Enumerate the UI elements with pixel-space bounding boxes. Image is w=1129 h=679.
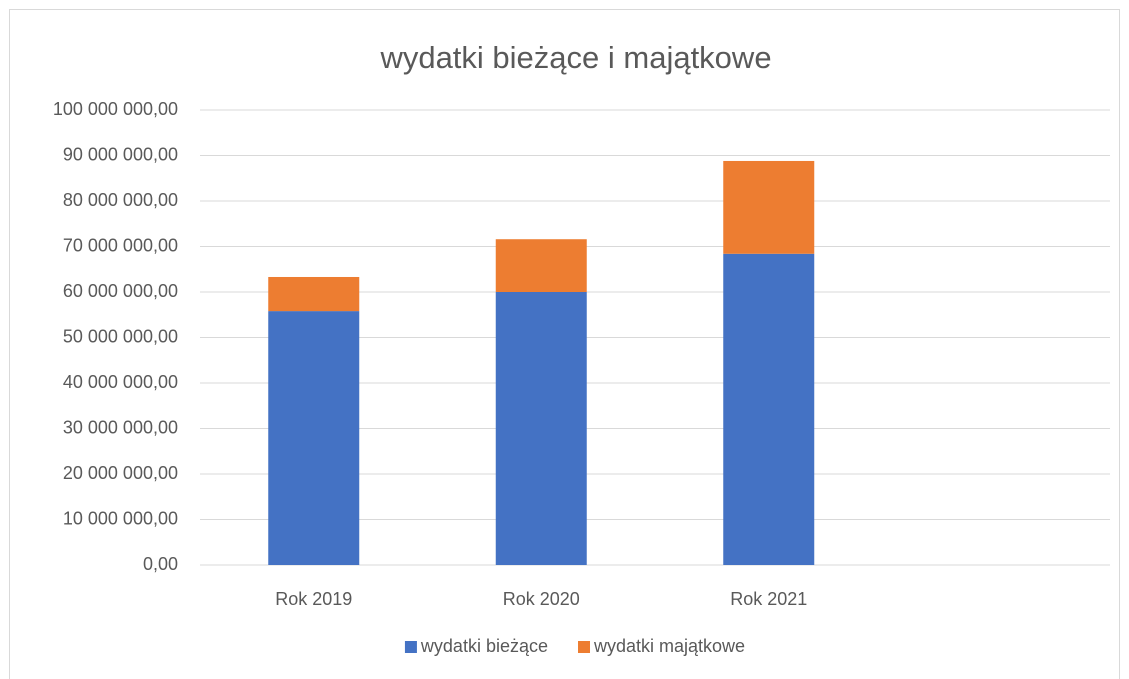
legend-swatch xyxy=(404,641,417,653)
y-tick-label: 70 000 000,00 xyxy=(63,235,178,255)
bar-segment xyxy=(495,292,587,565)
bar-segment xyxy=(268,276,360,312)
x-tick-label: Rok 2019 xyxy=(275,589,352,609)
legend-swatch xyxy=(578,641,591,653)
y-tick-label: 80 000 000,00 xyxy=(63,190,178,210)
x-tick-label: Rok 2021 xyxy=(730,589,807,609)
legend-label: wydatki bieżące xyxy=(420,636,548,656)
y-tick-label: 10 000 000,00 xyxy=(63,508,178,528)
chart-title: wydatki bieżące i majątkowe xyxy=(379,40,771,75)
y-tick-label: 100 000 000,00 xyxy=(53,99,178,119)
y-tick-label: 60 000 000,00 xyxy=(63,281,178,301)
y-tick-label: 20 000 000,00 xyxy=(63,463,178,483)
legend-label: wydatki majątkowe xyxy=(593,636,745,656)
bar-segment xyxy=(723,253,815,565)
bar-segment xyxy=(723,160,815,254)
x-tick-label: Rok 2020 xyxy=(503,589,580,609)
y-tick-label: 50 000 000,00 xyxy=(63,326,178,346)
y-tick-label: 40 000 000,00 xyxy=(63,372,178,392)
bar-segment xyxy=(268,311,360,565)
y-tick-label: 30 000 000,00 xyxy=(63,417,178,437)
bar-segment xyxy=(495,239,587,292)
y-tick-label: 90 000 000,00 xyxy=(63,144,178,164)
y-tick-label: 0,00 xyxy=(143,554,178,574)
